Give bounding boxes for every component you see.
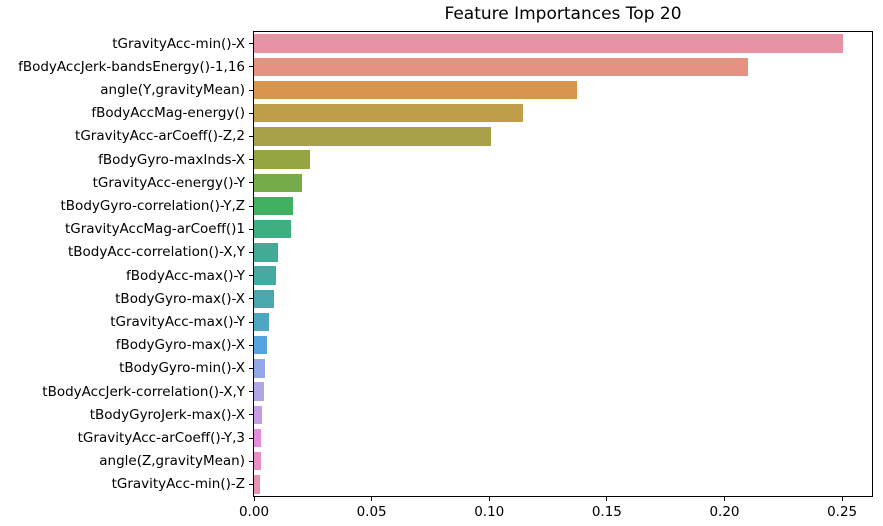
- x-tick-label: 0.10: [474, 504, 505, 520]
- x-tick-label: 0.20: [709, 504, 740, 520]
- x-tick-label: 0.00: [238, 504, 270, 520]
- y-tick-mark: [249, 460, 253, 462]
- y-tick-mark: [249, 66, 253, 68]
- bar: [254, 475, 261, 494]
- y-tick-mark: [249, 344, 253, 346]
- y-tick-mark: [249, 89, 253, 91]
- y-tick-mark: [249, 135, 253, 137]
- y-tick-label: fBodyAccJerk-bandsEnergy()-1,16: [18, 58, 245, 75]
- x-tick-mark: [488, 497, 490, 501]
- y-tick-mark: [249, 414, 253, 416]
- y-tick-mark: [249, 275, 253, 277]
- y-tick-mark: [249, 251, 253, 253]
- y-tick-label: fBodyAccMag-energy(): [91, 105, 245, 122]
- x-tick-mark: [253, 497, 255, 501]
- x-tick-mark: [606, 497, 608, 501]
- bar: [254, 196, 293, 216]
- y-tick-label: fBodyAcc-max()-Y: [125, 267, 245, 284]
- y-tick-label: tBodyGyro-correlation()-Y,Z: [60, 198, 246, 214]
- y-tick-mark: [249, 391, 253, 393]
- y-tick-label: fBodyGyro-maxInds-X: [98, 151, 245, 168]
- y-tick-mark: [249, 205, 253, 207]
- bar: [254, 359, 266, 378]
- y-tick-mark: [249, 321, 253, 323]
- bar: [254, 312, 270, 332]
- y-tick-label: angle(Y,gravityMean): [100, 82, 245, 98]
- bar: [254, 335, 267, 355]
- chart-title: Feature Importances Top 20: [444, 4, 682, 24]
- y-tick-label: tGravityAcc-min()-X: [112, 35, 245, 52]
- y-tick-mark: [249, 43, 253, 45]
- y-tick-label: tGravityAcc-arCoeff()-Y,3: [77, 430, 245, 446]
- x-tick-mark: [841, 497, 843, 501]
- y-tick-label: tGravityAcc-min()-Z: [111, 476, 245, 493]
- y-tick-label: tBodyAccJerk-correlation()-X,Y: [42, 383, 245, 400]
- y-tick-mark: [249, 483, 253, 485]
- y-tick-mark: [249, 437, 253, 439]
- bar: [254, 173, 302, 193]
- y-tick-mark: [249, 367, 253, 369]
- bar: [254, 34, 843, 53]
- y-tick-mark: [249, 112, 253, 114]
- bar: [254, 266, 276, 285]
- y-tick-label: fBodyGyro-max()-X: [115, 337, 245, 354]
- y-tick-label: tGravityAcc-energy()-Y: [92, 174, 245, 191]
- bar: [254, 80, 577, 100]
- plot-area: [253, 31, 873, 497]
- y-tick-label: angle(Z,gravityMean): [99, 453, 245, 470]
- bar: [254, 103, 523, 123]
- y-tick-mark: [249, 159, 253, 161]
- x-tick-label: 0.25: [827, 504, 858, 520]
- y-tick-label: tGravityAccMag-arCoeff()1: [64, 221, 245, 238]
- bar: [254, 243, 278, 262]
- y-tick-label: tBodyGyro-min()-X: [119, 360, 245, 377]
- y-tick-mark: [249, 298, 253, 300]
- bar: [254, 289, 274, 309]
- x-tick-label: 0.05: [356, 504, 387, 520]
- bar: [254, 150, 310, 169]
- bar: [254, 382, 264, 401]
- bar: [254, 57, 749, 77]
- y-tick-label: tBodyGyroJerk-max()-X: [89, 406, 245, 423]
- x-tick-mark: [723, 497, 725, 501]
- bar: [254, 451, 261, 471]
- y-tick-label: tBodyAcc-correlation()-X,Y: [67, 244, 245, 261]
- bar: [254, 127, 491, 146]
- y-tick-label: tGravityAcc-arCoeff()-Z,2: [75, 128, 245, 145]
- y-tick-mark: [249, 182, 253, 184]
- bar: [254, 219, 291, 239]
- y-tick-label: tGravityAcc-max()-Y: [110, 314, 245, 330]
- y-tick-label: tBodyGyro-max()-X: [115, 290, 245, 307]
- bar: [254, 405, 262, 425]
- bar: [254, 428, 261, 448]
- x-tick-label: 0.15: [591, 504, 622, 520]
- x-tick-mark: [371, 497, 373, 501]
- y-tick-mark: [249, 228, 253, 230]
